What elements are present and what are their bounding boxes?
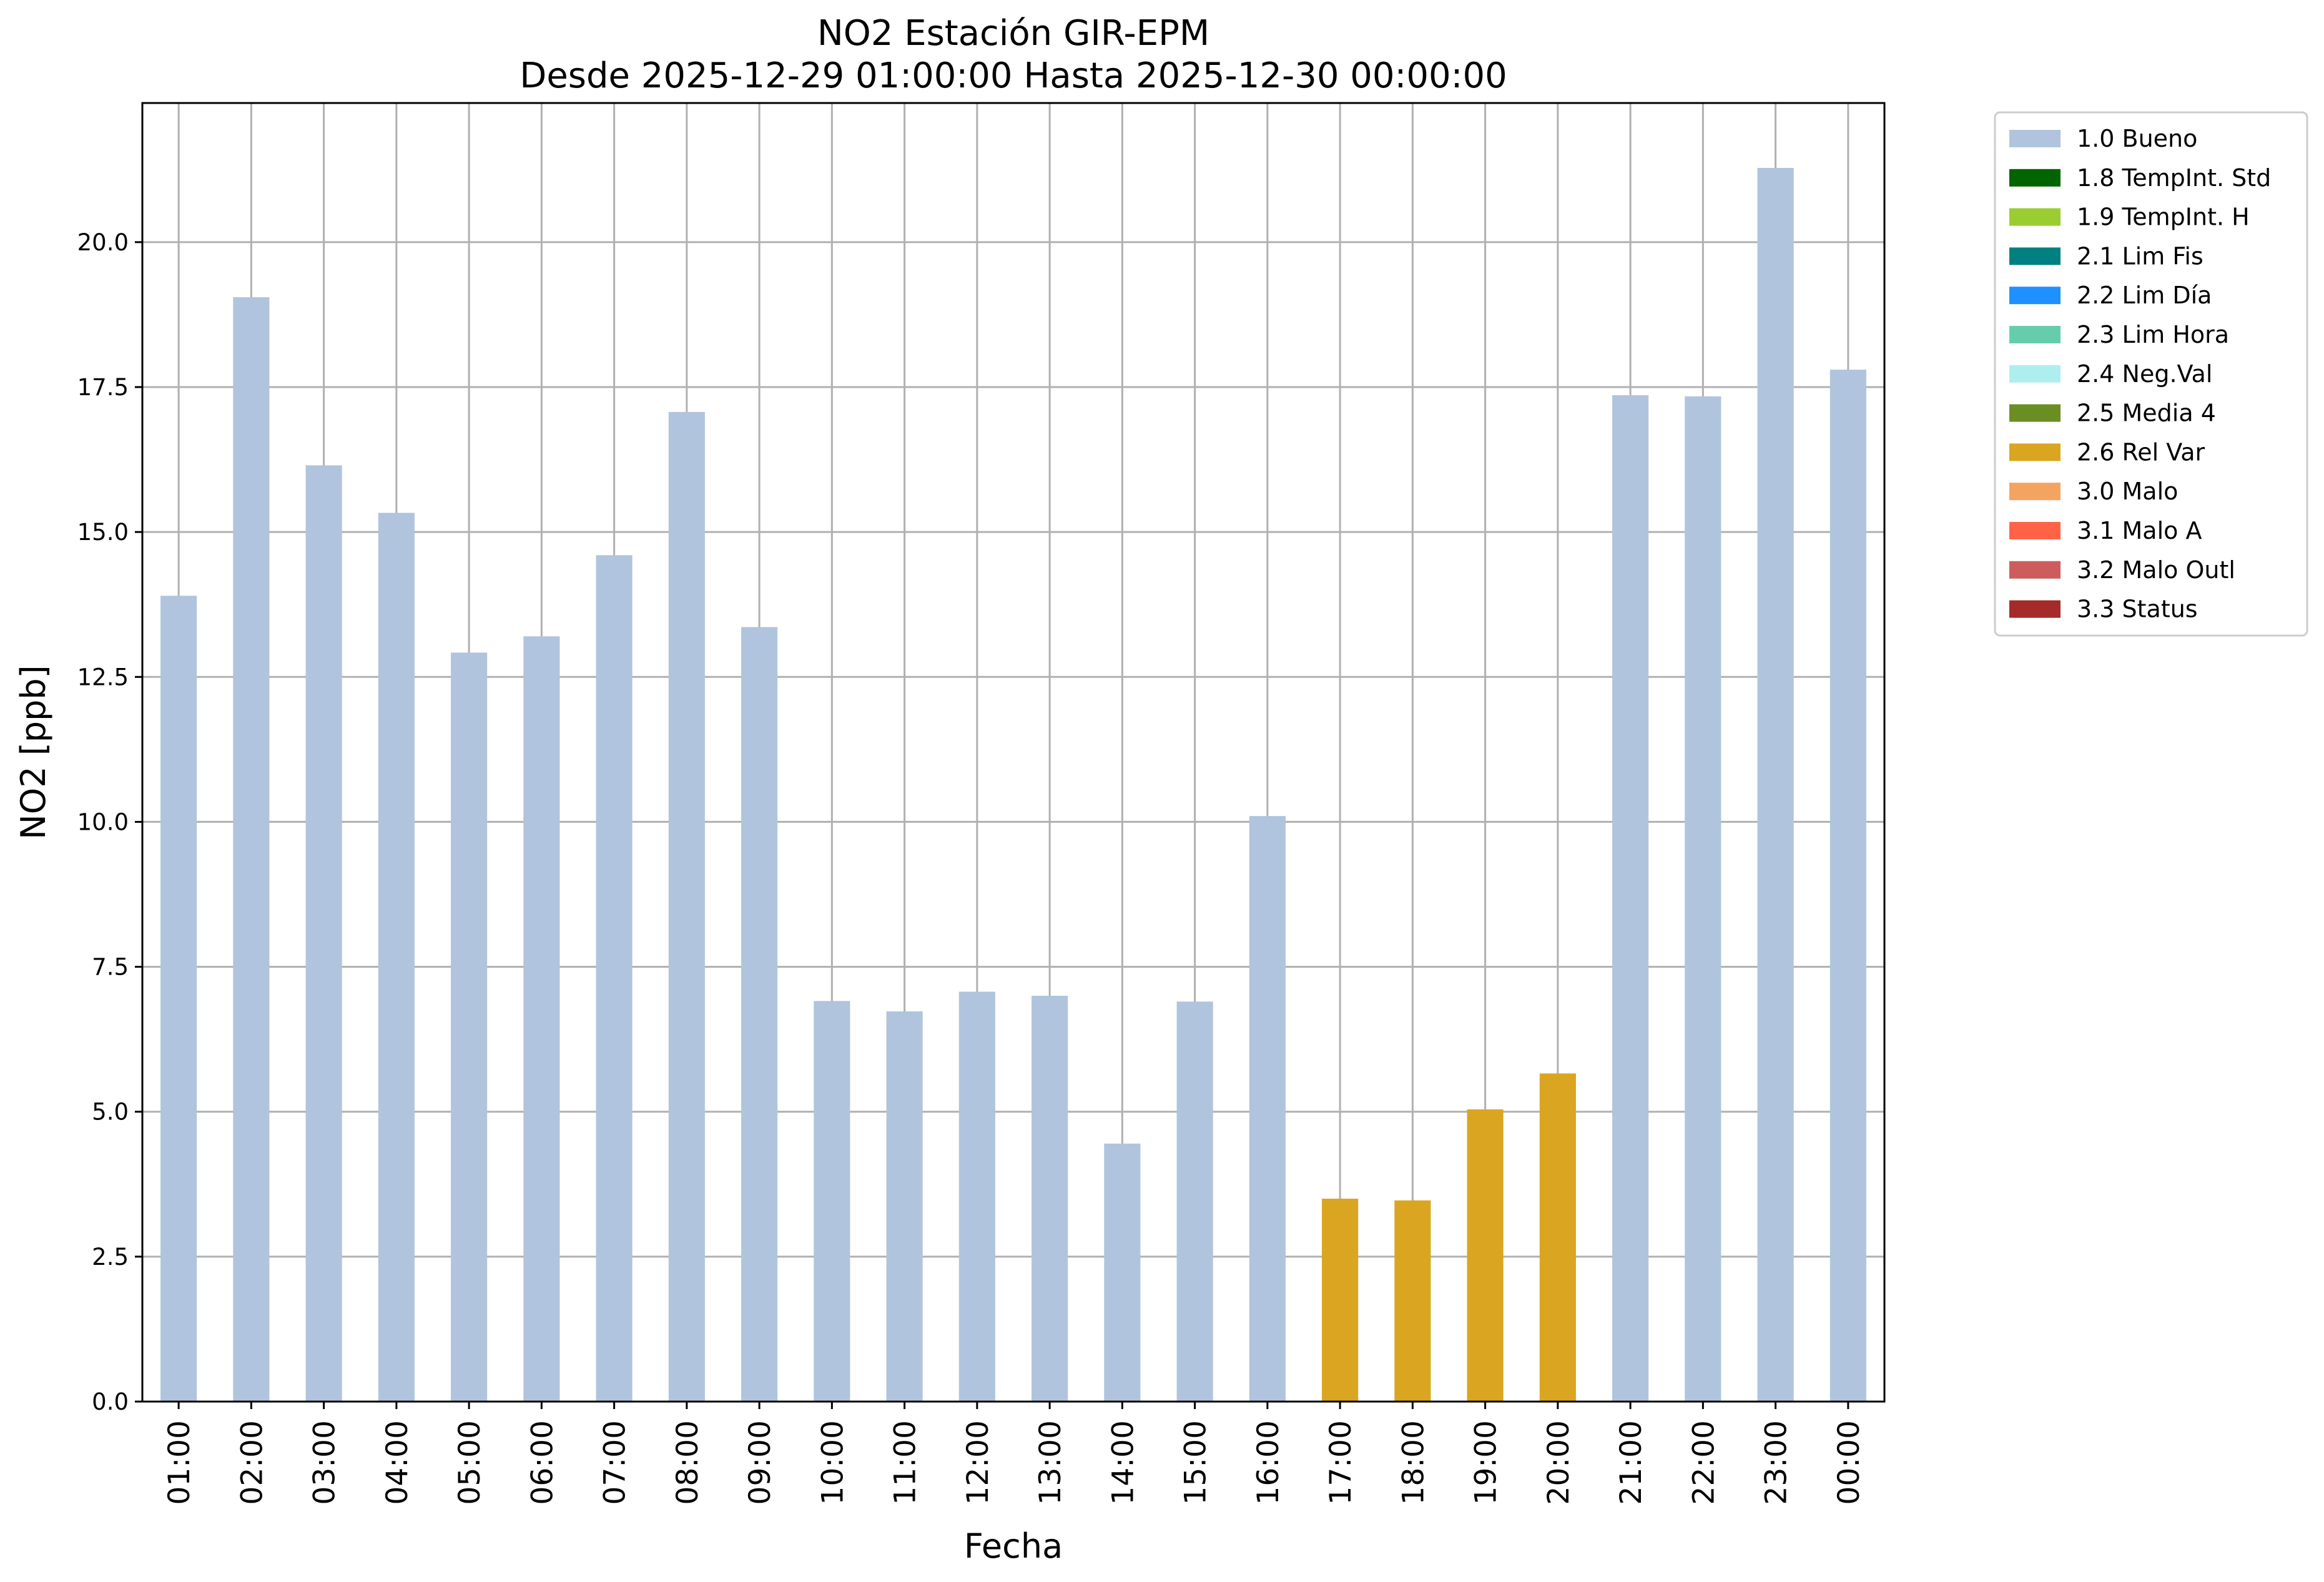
x-tick-label: 07:00 [598,1420,633,1505]
y-axis-label: NO2 [ppb] [14,665,53,839]
legend-label: 2.3 Lim Hora [2077,321,2229,348]
legend: 1.0 Bueno 1.8 TempInt. Std 1.9 TempInt. H 2… [1994,111,2308,637]
bar-13:00 [1032,996,1068,1402]
bar-06:00 [523,636,560,1402]
x-tick-label: 22:00 [1686,1420,1721,1505]
legend-label: 2.6 Rel Var [2077,438,2205,466]
x-tick-label: 06:00 [525,1420,559,1505]
legend-swatch [2009,443,2061,461]
bar-22:00 [1685,396,1721,1402]
bar-03:00 [305,465,342,1402]
bar-12:00 [958,991,995,1402]
chart-title: NO2 Estación GIR-EPM [817,13,1209,54]
x-tick-label: 03:00 [308,1420,342,1505]
x-tick-label: 23:00 [1760,1420,1794,1505]
y-axis: 0.0 2.5 5.0 7.5 10.0 12.5 15.0 17.5 20.0 [77,229,142,1415]
bar-09:00 [741,627,778,1402]
legend-label: 3.3 Status [2077,596,2198,623]
bar-16:00 [1249,816,1286,1402]
legend-swatch [2009,561,2061,579]
legend-label: 1.0 Bueno [2077,125,2197,152]
legend-swatch [2009,169,2061,187]
x-tick-label: 21:00 [1614,1420,1648,1505]
x-tick-label: 02:00 [235,1420,269,1505]
bar-20:00 [1539,1073,1576,1402]
y-tick-label: 10.0 [77,808,129,835]
bar-23:00 [1757,168,1794,1402]
bar-00:00 [1829,370,1866,1402]
plot-frame [141,102,1886,1403]
bar-04:00 [378,513,415,1402]
y-tick-label: 2.5 [92,1244,129,1270]
chart-subtitle: Desde 2025-12-29 01:00:00 Hasta 2025-12-… [519,56,1507,96]
x-tick-label: 17:00 [1324,1420,1358,1505]
legend-swatch [2009,483,2061,501]
x-tick-label: 00:00 [1832,1420,1866,1505]
bar-08:00 [668,411,705,1402]
legend-swatch [2009,600,2061,618]
legend-swatch [2009,130,2061,147]
x-axis: 01:00 02:00 03:00 04:00 05:00 06:00 07:00 08:00… [162,1402,1866,1505]
y-tick-label: 7.5 [92,954,129,981]
legend-frame [1994,111,2308,637]
bar-18:00 [1394,1200,1431,1402]
legend-swatch [2009,404,2061,422]
x-tick-label: 15:00 [1179,1420,1213,1505]
y-tick-label: 17.5 [77,374,129,401]
bar-17:00 [1322,1199,1359,1402]
legend-swatch [2009,208,2061,226]
bar-07:00 [596,555,633,1402]
x-tick-label: 11:00 [889,1420,923,1505]
bar-14:00 [1104,1143,1141,1402]
legend-label: 3.1 Malo A [2077,517,2202,544]
legend-swatch [2009,287,2061,305]
x-tick-label: 10:00 [815,1420,850,1505]
x-tick-label: 12:00 [961,1420,995,1505]
bar-15:00 [1176,1001,1213,1402]
bars [160,168,1866,1402]
y-tick-label: 12.5 [77,664,129,690]
x-tick-label: 19:00 [1469,1420,1504,1505]
x-tick-label: 04:00 [380,1420,415,1505]
x-tick-label: 18:00 [1396,1420,1430,1505]
legend-label: 1.9 TempInt. H [2077,204,2250,231]
x-tick-label: 14:00 [1106,1420,1140,1505]
bar-21:00 [1612,395,1649,1402]
x-tick-label: 09:00 [743,1420,777,1505]
legend-swatch [2009,247,2061,265]
y-tick-label: 20.0 [77,229,129,256]
legend-swatch [2009,326,2061,343]
x-tick-label: 08:00 [671,1420,705,1505]
bar-10:00 [814,1001,850,1402]
legend-label: 3.2 Malo Outl [2077,556,2235,584]
bar-19:00 [1467,1109,1504,1402]
legend-swatch [2009,365,2061,383]
x-tick-label: 16:00 [1251,1420,1286,1505]
legend-label: 3.0 Malo [2077,478,2178,505]
y-tick-label: 0.0 [92,1388,129,1415]
x-axis-label: Fecha [964,1526,1063,1566]
y-tick-label: 15.0 [77,519,129,546]
bar-11:00 [886,1011,923,1402]
legend-label: 1.8 TempInt. Std [2077,164,2271,192]
y-tick-label: 5.0 [92,1099,129,1126]
x-tick-label: 20:00 [1542,1420,1576,1505]
legend-label: 2.4 Neg.Val [2077,360,2212,388]
x-tick-label: 13:00 [1033,1420,1068,1505]
legend-label: 2.2 Lim Día [2077,282,2212,309]
bar-02:00 [233,297,270,1402]
bar-05:00 [451,652,488,1402]
legend-swatch [2009,522,2061,539]
bar-01:00 [160,596,197,1402]
x-tick-label: 01:00 [162,1420,197,1505]
legend-label: 2.1 Lim Fis [2077,242,2203,270]
x-tick-label: 05:00 [453,1420,487,1505]
legend-label: 2.5 Media 4 [2077,400,2216,427]
